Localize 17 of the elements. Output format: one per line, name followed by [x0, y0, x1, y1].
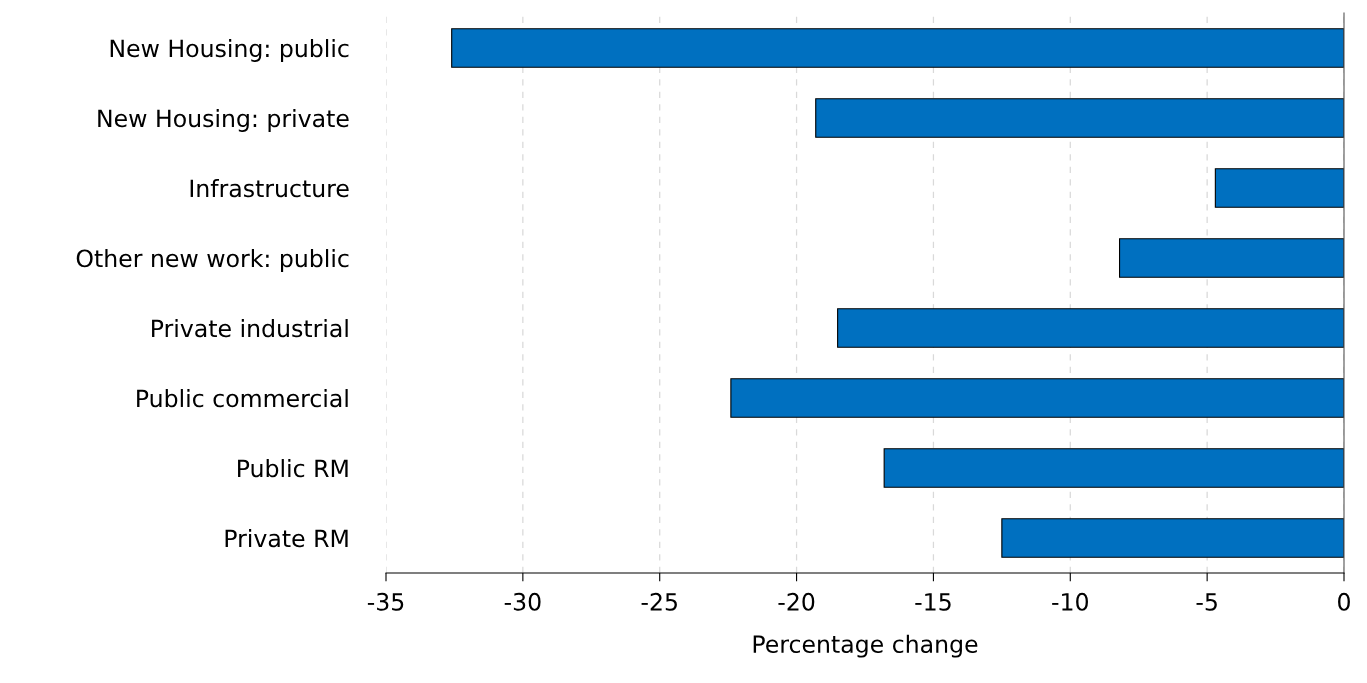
x-tick-label: -25: [641, 592, 677, 611]
x-tick-label: 0: [1338, 592, 1350, 611]
x-tick-label: -35: [367, 592, 404, 611]
x-tick-label: -5: [1196, 593, 1217, 611]
y-tick-label: Infrastructure: [190, 179, 349, 198]
x-axis-title: Percentage change: [753, 634, 978, 658]
y-tick-label: New Housing: public: [110, 39, 349, 62]
y-tick-label: Other new work: public: [76, 249, 349, 272]
y-tick-label: Public commercial: [137, 389, 348, 408]
y-tick-label: New Housing: private: [98, 109, 349, 132]
x-tick-label: -30: [504, 592, 541, 611]
x-tick-label: -10: [1052, 592, 1088, 611]
x-tick-label: -20: [778, 592, 815, 611]
y-tick-label: Public RM: [238, 459, 348, 478]
y-tick-label: Private industrial: [152, 319, 348, 338]
y-tick-label: Private RM: [225, 529, 348, 548]
x-tick-label: -15: [915, 593, 951, 611]
